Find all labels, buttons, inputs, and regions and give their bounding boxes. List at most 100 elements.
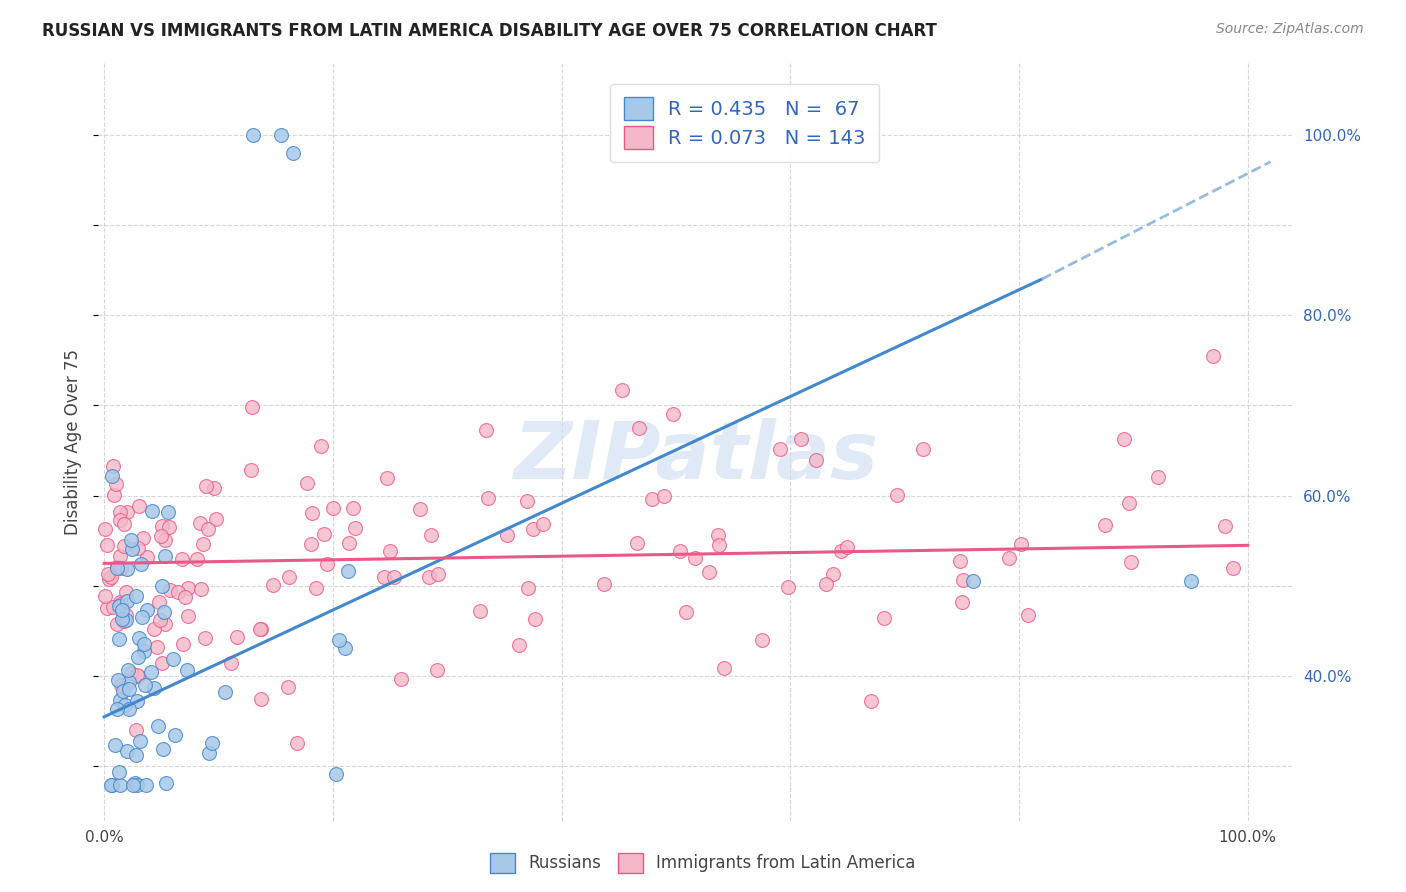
Point [129,558,152,572]
Point [150,579,173,593]
Point [173,590,195,604]
Point [197,746,219,760]
Point [669,543,692,558]
Point [337,535,360,549]
Point [418,569,440,583]
Point [662,407,685,421]
Point [101,778,124,792]
Point [873,611,896,625]
Point [134,678,156,692]
Point [311,440,333,454]
Point [952,573,974,587]
Point [1010,537,1032,551]
Point [112,539,135,553]
Point [250,692,273,706]
Point [176,663,198,677]
Point [214,685,236,699]
Point [110,678,132,692]
Point [950,595,973,609]
Point [118,675,141,690]
Point [153,605,176,619]
Point [115,584,138,599]
Point [378,544,401,558]
Point [97,566,120,581]
Point [146,719,169,733]
Point [118,702,141,716]
Point [1118,496,1140,510]
Point [314,527,336,541]
Point [769,442,792,457]
Point [143,681,166,696]
Point [152,742,174,756]
Point [125,589,148,603]
Point [707,538,730,552]
Point [522,522,544,536]
Point [105,617,128,632]
Point [127,669,149,683]
Point [108,693,131,707]
Point [105,702,128,716]
Point [107,599,129,614]
Point [190,582,212,597]
Y-axis label: Disability Age Over 75: Disability Age Over 75 [65,349,83,534]
Point [427,566,450,581]
Point [125,747,148,762]
Point [201,736,224,750]
Point [751,633,773,648]
Point [1119,555,1142,569]
Point [325,767,347,781]
Point [135,549,157,564]
Point [626,535,648,549]
Point [112,516,135,531]
Point [100,778,122,792]
Point [475,423,498,437]
Point [628,421,651,435]
Point [675,605,697,619]
Point [101,469,124,483]
Point [790,433,813,447]
Point [202,481,225,495]
Point [110,597,132,611]
Point [219,656,242,670]
Point [132,531,155,545]
Point [1094,518,1116,533]
Point [101,600,124,615]
Point [105,559,128,574]
Point [242,128,264,142]
Point [132,643,155,657]
Point [143,622,166,636]
Point [426,663,449,677]
Point [112,615,135,629]
Point [98,573,121,587]
Point [121,541,143,556]
Point [1180,574,1202,589]
Point [343,520,366,534]
Point [150,656,173,670]
Point [652,489,675,503]
Point [103,488,125,502]
Point [125,694,148,708]
Point [125,723,148,738]
Point [776,580,799,594]
Point [94,590,117,604]
Point [127,668,149,682]
Point [94,523,117,537]
Point [593,577,616,591]
Point [146,640,169,654]
Point [713,661,735,675]
Point [516,494,538,508]
Point [166,584,188,599]
Point [117,505,139,519]
Point [281,145,304,160]
Point [111,603,134,617]
Point [948,553,970,567]
Point [127,778,149,792]
Point [295,475,318,490]
Point [150,529,173,543]
Point [108,778,131,792]
Point [128,734,150,748]
Point [1112,433,1135,447]
Point [120,533,142,547]
Point [1147,469,1170,483]
Point [141,665,163,679]
